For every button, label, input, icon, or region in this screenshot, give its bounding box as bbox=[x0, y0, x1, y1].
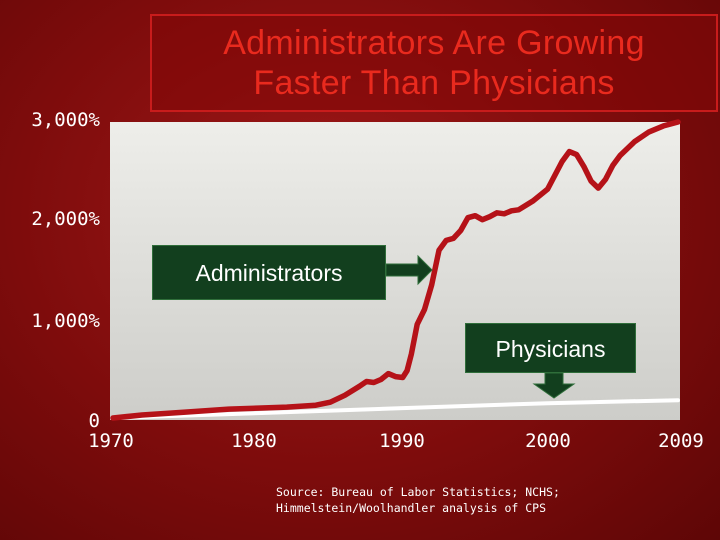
source-note: Source: Bureau of Labor Statistics; NCHS… bbox=[276, 485, 560, 515]
chart-title-line-2: Faster Than Physicians bbox=[253, 64, 615, 102]
y-tick-label-1000: 1,000% bbox=[31, 310, 100, 332]
physicians-callout: Physicians bbox=[465, 323, 636, 373]
title-box: Administrators Are Growing Faster Than P… bbox=[150, 14, 718, 112]
administrators-line bbox=[110, 119, 681, 421]
administrators-arrow bbox=[385, 254, 433, 286]
y-tick-label-0: 0 bbox=[88, 410, 100, 432]
administrators-callout: Administrators bbox=[152, 245, 386, 300]
y-tick-label-2000: 2,000% bbox=[31, 208, 100, 230]
x-tick-label-1980: 1980 bbox=[231, 430, 277, 452]
x-tick-label-1970: 1970 bbox=[88, 430, 134, 452]
physicians-line bbox=[111, 398, 680, 420]
x-tick-label-1990: 1990 bbox=[379, 430, 425, 452]
chart-title-line-1: Administrators Are Growing bbox=[223, 24, 645, 62]
physicians-arrow bbox=[532, 372, 576, 399]
y-tick-label-3000: 3,000% bbox=[31, 109, 100, 131]
x-tick-label-2009: 2009 bbox=[658, 430, 704, 452]
x-tick-label-2000: 2000 bbox=[525, 430, 571, 452]
